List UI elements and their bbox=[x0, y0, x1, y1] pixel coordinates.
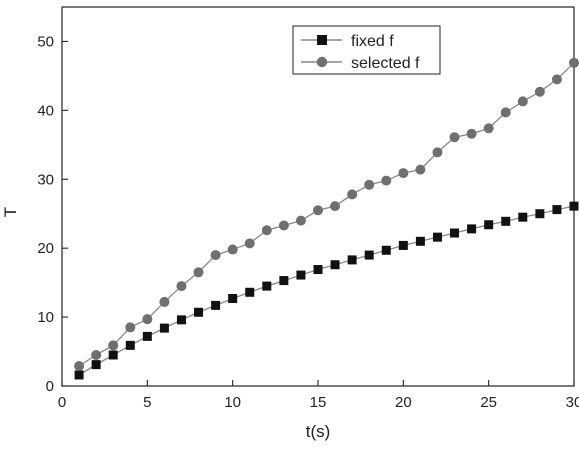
data-point-selected-f bbox=[483, 123, 494, 134]
data-point-fixed-f bbox=[194, 307, 204, 317]
data-point-fixed-f bbox=[296, 270, 306, 280]
data-point-fixed-f bbox=[125, 340, 135, 350]
y-tick-label: 0 bbox=[46, 378, 54, 395]
data-point-fixed-f bbox=[381, 245, 391, 255]
x-tick-label: 30 bbox=[566, 394, 579, 411]
x-tick-label: 20 bbox=[395, 394, 412, 411]
data-point-selected-f bbox=[74, 361, 85, 372]
data-point-selected-f bbox=[534, 86, 545, 97]
y-axis-title: T bbox=[1, 207, 20, 217]
data-point-selected-f bbox=[210, 250, 221, 261]
data-point-selected-f bbox=[159, 296, 170, 307]
series-line-selected-f bbox=[78, 62, 575, 367]
data-point-fixed-f bbox=[74, 370, 84, 380]
y-tick-label: 30 bbox=[37, 171, 54, 188]
data-point-selected-f bbox=[432, 147, 443, 158]
legend-box bbox=[292, 25, 441, 75]
x-tick-label: 5 bbox=[143, 394, 151, 411]
data-point-fixed-f bbox=[432, 232, 442, 242]
data-point-selected-f bbox=[295, 215, 306, 226]
data-point-selected-f bbox=[347, 189, 358, 200]
data-point-fixed-f bbox=[245, 287, 255, 297]
data-point-fixed-f bbox=[176, 315, 186, 325]
x-tick-label: 25 bbox=[480, 394, 497, 411]
legend-marker-selected-f bbox=[316, 56, 328, 68]
x-tick-label: 10 bbox=[224, 394, 241, 411]
data-point-selected-f bbox=[244, 238, 255, 249]
data-point-fixed-f bbox=[211, 300, 221, 310]
y-tick-label: 20 bbox=[37, 240, 54, 257]
x-tick-label: 15 bbox=[310, 394, 327, 411]
data-point-selected-f bbox=[551, 74, 562, 85]
y-tick-label: 10 bbox=[37, 309, 54, 326]
data-point-selected-f bbox=[313, 205, 323, 216]
data-point-fixed-f bbox=[313, 265, 323, 275]
data-point-fixed-f bbox=[467, 224, 477, 234]
data-point-fixed-f bbox=[569, 201, 579, 211]
data-point-selected-f bbox=[227, 244, 238, 255]
data-point-fixed-f bbox=[91, 360, 101, 370]
x-tick-label: 0 bbox=[58, 394, 66, 411]
data-point-selected-f bbox=[517, 96, 528, 107]
series-layer bbox=[74, 57, 579, 380]
y-tick-label: 40 bbox=[37, 102, 54, 119]
data-point-fixed-f bbox=[535, 209, 545, 219]
legend: fixed f selected f bbox=[292, 25, 441, 75]
data-point-selected-f bbox=[125, 322, 136, 333]
data-point-selected-f bbox=[364, 179, 375, 190]
data-point-fixed-f bbox=[142, 331, 152, 341]
data-point-fixed-f bbox=[159, 323, 169, 333]
data-point-fixed-f bbox=[398, 240, 408, 250]
data-point-fixed-f bbox=[415, 236, 425, 246]
data-point-selected-f bbox=[278, 220, 289, 231]
data-point-selected-f bbox=[108, 340, 119, 351]
data-point-fixed-f bbox=[518, 212, 528, 222]
data-point-selected-f bbox=[415, 164, 426, 175]
data-point-fixed-f bbox=[450, 228, 460, 238]
legend-label-selected-f: selected f bbox=[351, 55, 420, 72]
data-point-fixed-f bbox=[279, 276, 289, 286]
data-point-fixed-f bbox=[330, 260, 340, 270]
data-point-fixed-f bbox=[108, 350, 118, 360]
data-point-fixed-f bbox=[262, 281, 272, 291]
x-axis-title: t(s) bbox=[306, 422, 331, 441]
data-point-fixed-f bbox=[484, 220, 494, 230]
data-point-selected-f bbox=[142, 314, 153, 325]
data-point-selected-f bbox=[500, 107, 511, 118]
data-point-fixed-f bbox=[228, 293, 238, 303]
data-point-fixed-f bbox=[347, 255, 357, 265]
series-line-fixed-f bbox=[78, 205, 575, 376]
data-point-selected-f bbox=[381, 175, 392, 186]
data-point-selected-f bbox=[330, 201, 341, 212]
legend-label-fixed-f: fixed f bbox=[351, 33, 394, 50]
axis-ticks: 0 5 10 15 20 25 30 0 10 20 30 40 50 bbox=[37, 33, 579, 411]
data-point-selected-f bbox=[466, 128, 477, 139]
legend-marker-fixed-f bbox=[317, 35, 327, 45]
data-point-selected-f bbox=[449, 132, 460, 143]
data-point-fixed-f bbox=[552, 205, 562, 215]
data-point-selected-f bbox=[569, 57, 579, 68]
data-point-selected-f bbox=[261, 225, 272, 236]
data-point-fixed-f bbox=[364, 250, 374, 260]
data-point-selected-f bbox=[398, 168, 409, 179]
data-point-selected-f bbox=[193, 267, 204, 278]
data-point-selected-f bbox=[176, 281, 187, 292]
data-point-fixed-f bbox=[501, 216, 511, 226]
data-point-selected-f bbox=[91, 349, 102, 360]
y-tick-label: 50 bbox=[37, 33, 54, 50]
